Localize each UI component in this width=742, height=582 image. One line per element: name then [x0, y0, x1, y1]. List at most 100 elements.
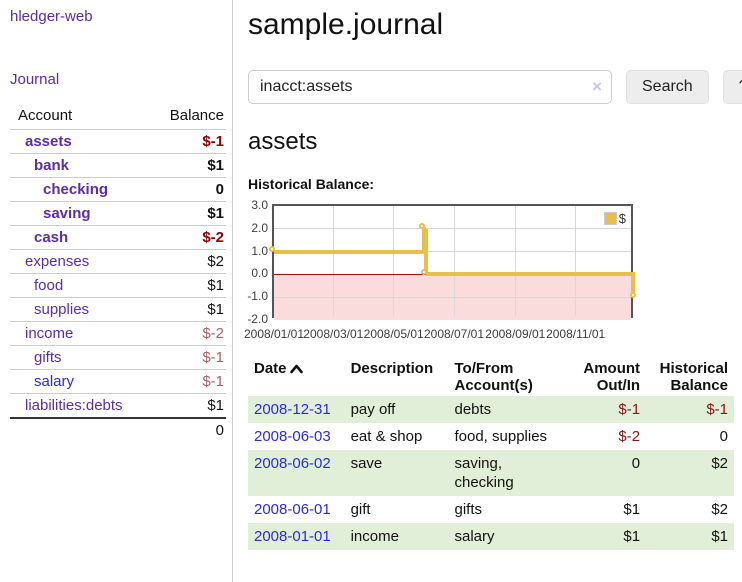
accounts-cell: debts [448, 396, 562, 423]
sort-ascending-icon [290, 361, 303, 378]
search-input[interactable] [248, 70, 612, 104]
account-balance: $-1 [148, 370, 226, 394]
help-button[interactable]: ? [723, 70, 742, 104]
chart-title: Historical Balance: [248, 176, 734, 192]
chart-line-segment [424, 229, 428, 275]
sidebar-account-link[interactable]: bank [12, 157, 69, 174]
amount-cell: $-2 [562, 423, 646, 450]
sidebar-account-link[interactable]: checking [12, 181, 108, 198]
sidebar-account-link[interactable]: income [12, 325, 73, 342]
chart-legend: $ [603, 210, 627, 227]
account-balance: $1 [148, 154, 226, 178]
y-axis-tick-label: -1.0 [236, 289, 268, 303]
date-link[interactable]: 2008-06-02 [254, 455, 331, 472]
account-row: checking0 [10, 178, 226, 202]
date-link[interactable]: 2008-06-01 [254, 501, 331, 518]
legend-swatch-icon [604, 212, 617, 225]
description-cell: eat & shop [345, 423, 449, 450]
sidebar-account-link[interactable]: saving [12, 205, 91, 222]
accounts-cell: gifts [448, 496, 562, 523]
account-row: saving $1 [10, 202, 226, 226]
sidebar-account-link[interactable]: gifts [12, 349, 62, 366]
chart-gridline [274, 297, 631, 298]
account-row: supplies $1 [10, 298, 226, 322]
table-row: 2008-12-31pay offdebts$-1$-1 [248, 396, 734, 423]
date-header-label: Date [254, 360, 287, 377]
accounts-header-balance: Balance [148, 104, 226, 130]
date-link[interactable]: 2008-12-31 [254, 401, 331, 418]
sidebar-account-link[interactable]: expenses [12, 253, 89, 270]
accounts-header-account: Account [10, 104, 148, 130]
sidebar-account-link[interactable]: assets [12, 133, 72, 150]
account-balance: $2 [148, 250, 226, 274]
search-button[interactable]: Search [626, 70, 709, 104]
app-title-link[interactable]: hledger-web [10, 8, 226, 25]
chart-gridline [575, 206, 576, 316]
account-row: assets $-1 [10, 130, 226, 154]
sidebar: hledger-web Journal Account Balance asse… [0, 0, 233, 582]
accounts-header-row: Account Balance [10, 104, 226, 130]
account-balance: $1 [148, 298, 226, 322]
chart-data-point [269, 246, 275, 252]
amount-cell: 0 [562, 450, 646, 496]
page-title: sample.journal [248, 6, 734, 44]
account-heading: assets [248, 128, 734, 156]
clear-search-icon[interactable]: × [592, 77, 602, 97]
y-axis-tick-label: -2.0 [236, 312, 268, 326]
amount-cell: $1 [562, 523, 646, 550]
table-row: 2008-06-01giftgifts$1$2 [248, 496, 734, 523]
account-row: liabilities:debts $1 [10, 394, 226, 419]
account-row: gifts $-1 [10, 346, 226, 370]
description-cell: save [345, 450, 449, 496]
y-axis-tick-label: 3.0 [236, 198, 268, 212]
sidebar-account-link[interactable]: food [12, 277, 63, 294]
balance-chart: $ 3.02.01.00.0-1.0-2.02008/01/012008/03/… [272, 204, 637, 340]
col-header-date[interactable]: Date [248, 358, 345, 396]
x-axis-tick-label: 2008/11/01 [536, 327, 616, 341]
accounts-total-spacer [10, 418, 148, 442]
chart-data-point [630, 292, 636, 298]
chart-gridline [515, 206, 516, 316]
register-table: Date Description To/From Account(s) Amou… [248, 358, 734, 550]
sidebar-account-link[interactable]: cash [12, 229, 68, 246]
chart-line-segment [426, 272, 635, 276]
accounts-cell: food, supplies [448, 423, 562, 450]
y-axis-tick-label: 2.0 [236, 221, 268, 235]
account-balance: $1 [148, 274, 226, 298]
register-header-row: Date Description To/From Account(s) Amou… [248, 358, 734, 396]
balance-cell: $2 [646, 450, 734, 496]
chart-plot-area[interactable]: $ 3.02.01.00.0-1.0-2.02008/01/012008/03/… [272, 204, 633, 318]
amount-cell: $-1 [562, 396, 646, 423]
date-link[interactable]: 2008-01-01 [254, 528, 331, 545]
account-balance: $-1 [148, 346, 226, 370]
balance-cell: $-1 [646, 396, 734, 423]
accounts-total-row: 0 [10, 418, 226, 442]
chart-gridline [333, 206, 334, 316]
y-axis-tick-label: 0.0 [236, 266, 268, 280]
sidebar-item-journal[interactable]: Journal [10, 71, 226, 88]
accounts-table: Account Balance assets$-1bank$1checking0… [10, 104, 226, 442]
amount-cell: $1 [562, 496, 646, 523]
sidebar-account-link[interactable]: salary [12, 373, 74, 390]
account-balance: $1 [148, 202, 226, 226]
account-balance: $1 [148, 394, 226, 419]
account-balance: $-2 [148, 322, 226, 346]
account-balance: $-1 [148, 130, 226, 154]
description-cell: income [345, 523, 449, 550]
accounts-total-value: 0 [148, 418, 226, 442]
table-row: 2008-06-03eat & shopfood, supplies$-20 [248, 423, 734, 450]
chart-gridline [274, 228, 631, 229]
account-balance: $-2 [148, 226, 226, 250]
date-link[interactable]: 2008-06-03 [254, 428, 331, 445]
sidebar-account-link[interactable]: supplies [12, 301, 89, 318]
account-row: bank $1 [10, 154, 226, 178]
chart-line-segment [274, 250, 424, 254]
col-header-accounts: To/From Account(s) [448, 358, 562, 396]
sidebar-account-link[interactable]: liabilities:debts [12, 397, 123, 414]
balance-cell: $2 [646, 496, 734, 523]
description-cell: pay off [345, 396, 449, 423]
main-content: sample.journal × Search ? assets Histori… [234, 0, 742, 550]
col-header-amount: Amount Out/In [562, 358, 646, 396]
account-row: income $-2 [10, 322, 226, 346]
search-form: × Search ? [248, 70, 734, 104]
